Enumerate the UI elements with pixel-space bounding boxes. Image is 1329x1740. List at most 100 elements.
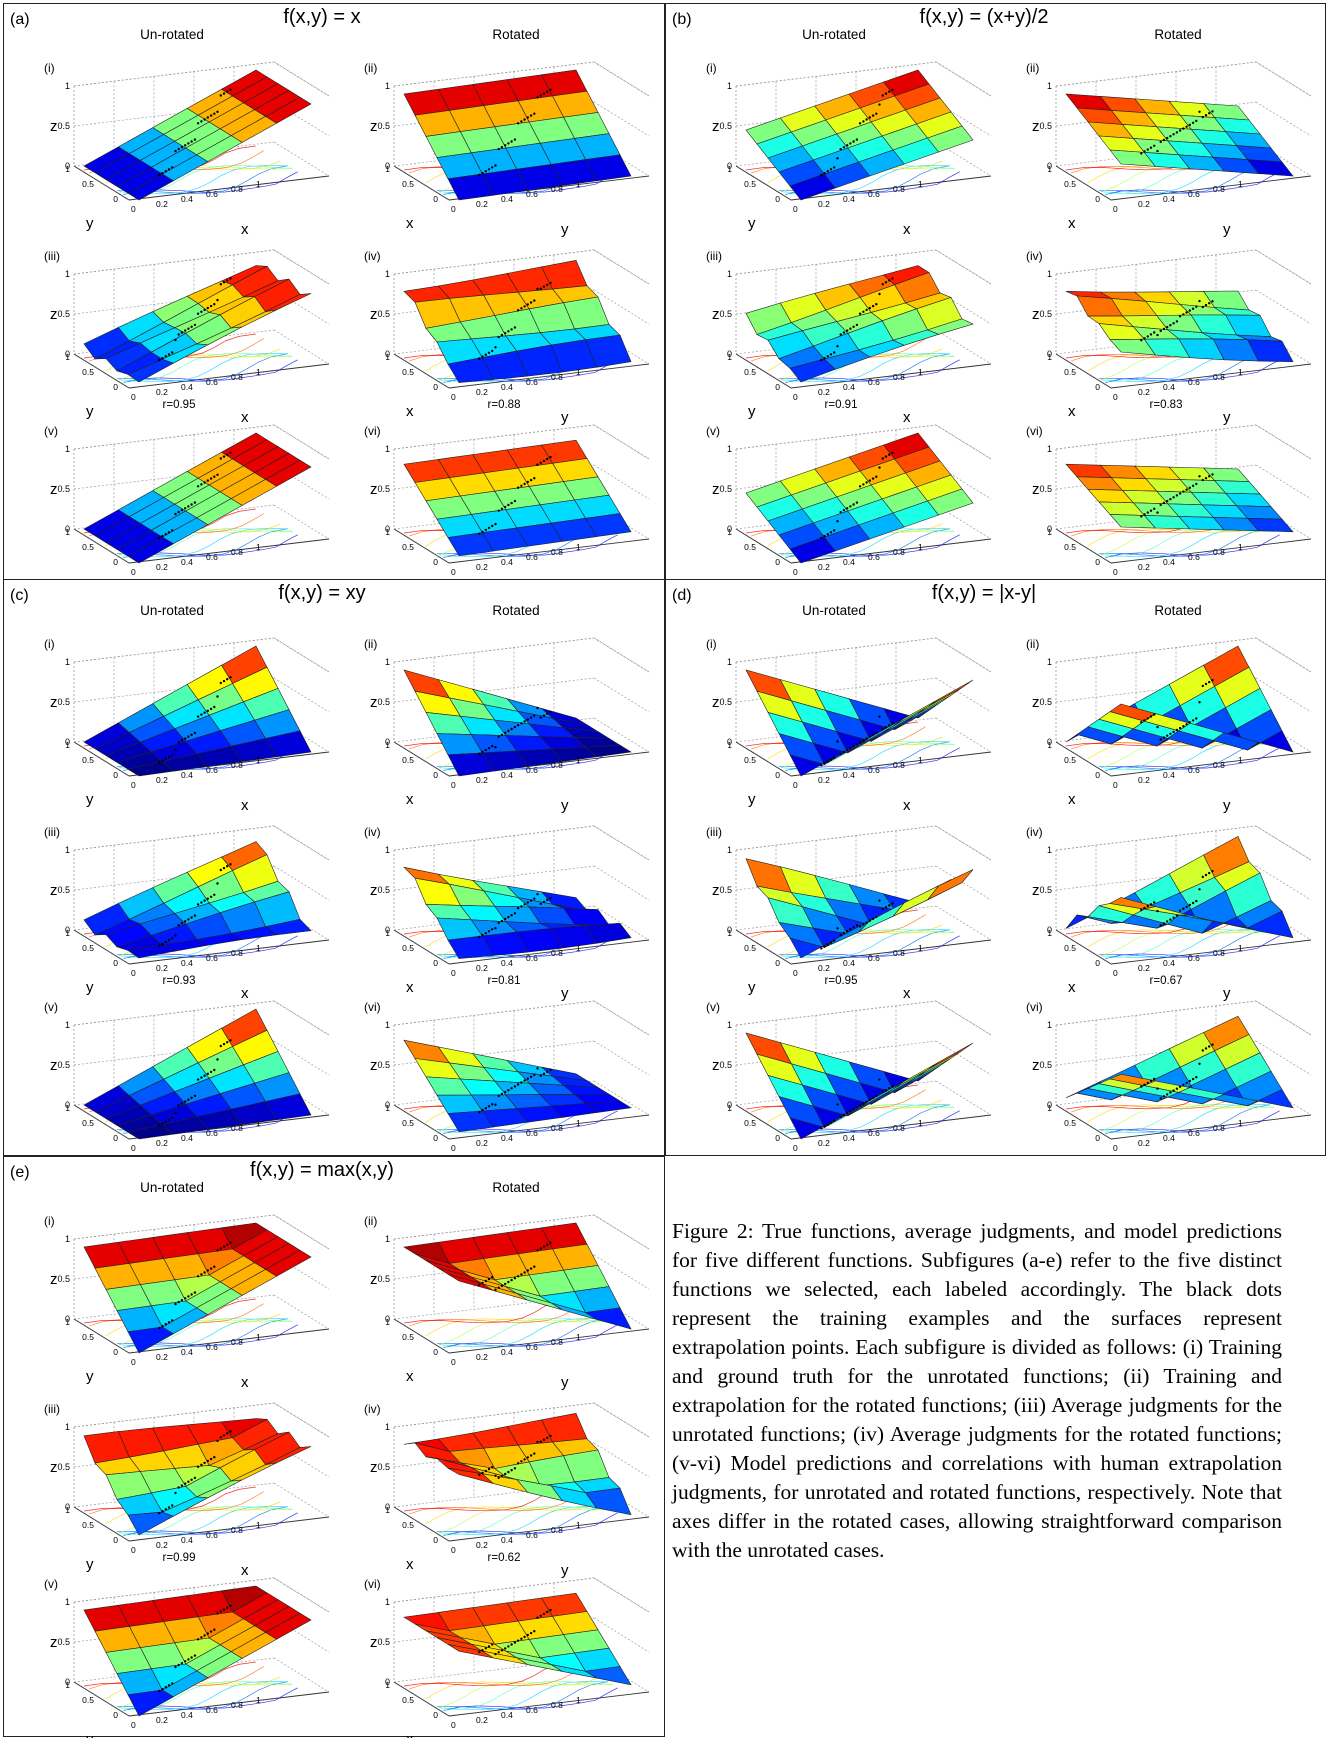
training-dot bbox=[520, 905, 523, 908]
training-dot bbox=[1149, 146, 1153, 149]
front-tick-label: 0.4 bbox=[501, 194, 513, 204]
back-tick-label: 0 bbox=[113, 194, 118, 204]
training-dot bbox=[526, 1633, 529, 1637]
training-dot bbox=[1140, 515, 1143, 518]
back-ticks: 10.50 bbox=[727, 928, 780, 968]
front-tick-label: 1 bbox=[256, 367, 261, 377]
z-ticks: 00.51 bbox=[719, 845, 732, 935]
training-dots bbox=[478, 1241, 552, 1291]
z-tick-label: 0.5 bbox=[719, 885, 732, 895]
back-tick-label: 0.5 bbox=[402, 1118, 414, 1128]
front-ticks: 0 0.2 0.4 0.6 0.8 1 bbox=[131, 179, 261, 214]
training-dot bbox=[1172, 730, 1175, 734]
column-header-rotated: Rotated bbox=[492, 603, 539, 618]
training-dot bbox=[523, 720, 526, 723]
training-dot bbox=[196, 1465, 200, 1468]
surface bbox=[745, 1032, 974, 1140]
back-tick-label: 1 bbox=[65, 352, 70, 362]
training-dot bbox=[1185, 723, 1188, 726]
training-dot bbox=[174, 338, 177, 342]
training-dot bbox=[1159, 924, 1162, 927]
z-ticks: 00.51 bbox=[57, 657, 70, 747]
training-dot bbox=[229, 863, 232, 866]
training-dot bbox=[497, 509, 500, 512]
training-dot bbox=[494, 1103, 497, 1106]
z-tick-label: 1 bbox=[65, 1422, 70, 1432]
training-dot bbox=[1143, 906, 1146, 910]
back-ticks: 10.50 bbox=[1047, 352, 1100, 392]
training-dot bbox=[484, 1647, 487, 1650]
surface-patch bbox=[927, 869, 974, 901]
training-dot bbox=[1201, 875, 1204, 879]
back-ticks: 10.50 bbox=[385, 164, 438, 204]
surface bbox=[403, 69, 632, 201]
front-tick-label: 0.4 bbox=[181, 1535, 193, 1545]
front-tick-label: 0.6 bbox=[526, 377, 538, 387]
front-tick-label: 0.8 bbox=[893, 372, 905, 382]
z-tick-label: 1 bbox=[727, 1020, 732, 1030]
training-dot bbox=[200, 901, 203, 904]
z-axis-label: z bbox=[712, 306, 720, 323]
training-dot bbox=[520, 1637, 523, 1640]
training-dot bbox=[1175, 494, 1179, 497]
training-dot bbox=[507, 729, 510, 733]
training-dot bbox=[177, 924, 180, 927]
z-axis-label: z bbox=[712, 118, 720, 135]
front-axis-label: x bbox=[903, 985, 911, 1002]
front-tick-label: 0 bbox=[1113, 780, 1118, 790]
front-tick-label: 0 bbox=[793, 204, 798, 214]
front-tick-label: 0.2 bbox=[156, 775, 168, 785]
z-axis-label: z bbox=[1032, 1057, 1040, 1074]
training-dot bbox=[1191, 484, 1195, 487]
training-dot bbox=[875, 112, 878, 115]
training-dot bbox=[171, 937, 174, 940]
training-dot bbox=[549, 455, 552, 459]
front-ticks: 0 0.2 0.4 0.6 0.8 1 bbox=[1113, 542, 1243, 577]
training-dot bbox=[196, 122, 200, 125]
front-tick-label: 0.4 bbox=[181, 1347, 193, 1357]
front-tick-label: 0.4 bbox=[1163, 382, 1175, 392]
training-dot bbox=[549, 88, 552, 92]
training-dot bbox=[1188, 309, 1191, 312]
column-header-unrotated: Un-rotated bbox=[802, 603, 866, 618]
training-dot bbox=[507, 1280, 510, 1284]
training-dots bbox=[820, 88, 894, 177]
training-dots bbox=[1140, 679, 1214, 741]
z-tick-label: 0 bbox=[65, 161, 70, 171]
z-tick-label: 1 bbox=[385, 1422, 390, 1432]
training-dot bbox=[226, 678, 229, 681]
back-tick-label: 0 bbox=[775, 557, 780, 567]
training-dot bbox=[846, 329, 849, 332]
training-dot bbox=[549, 1434, 552, 1438]
training-dot bbox=[526, 303, 529, 306]
front-tick-label: 0.8 bbox=[231, 1525, 243, 1535]
training-dot bbox=[219, 681, 222, 685]
training-dot bbox=[222, 1245, 226, 1248]
training-dot bbox=[826, 1123, 829, 1126]
training-dot bbox=[1169, 324, 1172, 327]
z-tick-label: 1 bbox=[727, 81, 732, 91]
training-dot bbox=[1143, 150, 1146, 153]
training-dot bbox=[203, 1461, 206, 1465]
surface-patch bbox=[585, 154, 632, 182]
z-tick-label: 0.5 bbox=[1039, 697, 1052, 707]
training-dot bbox=[871, 1096, 875, 1099]
front-tick-label: 0.4 bbox=[501, 1535, 513, 1545]
front-tick-label: 1 bbox=[1238, 542, 1243, 552]
back-ticks: 10.50 bbox=[65, 164, 118, 204]
z-ticks: 00.51 bbox=[57, 444, 70, 534]
side-axis-label: y bbox=[748, 791, 756, 808]
z-tick-label: 0 bbox=[65, 1677, 70, 1687]
surface bbox=[403, 260, 632, 383]
training-dot bbox=[542, 1245, 546, 1248]
training-dot bbox=[507, 503, 510, 507]
training-dot bbox=[510, 140, 513, 143]
training-dots bbox=[158, 1604, 232, 1693]
training-dot bbox=[171, 529, 174, 532]
surface bbox=[403, 866, 632, 959]
training-dot bbox=[536, 287, 539, 291]
back-tick-label: 0 bbox=[1095, 770, 1100, 780]
